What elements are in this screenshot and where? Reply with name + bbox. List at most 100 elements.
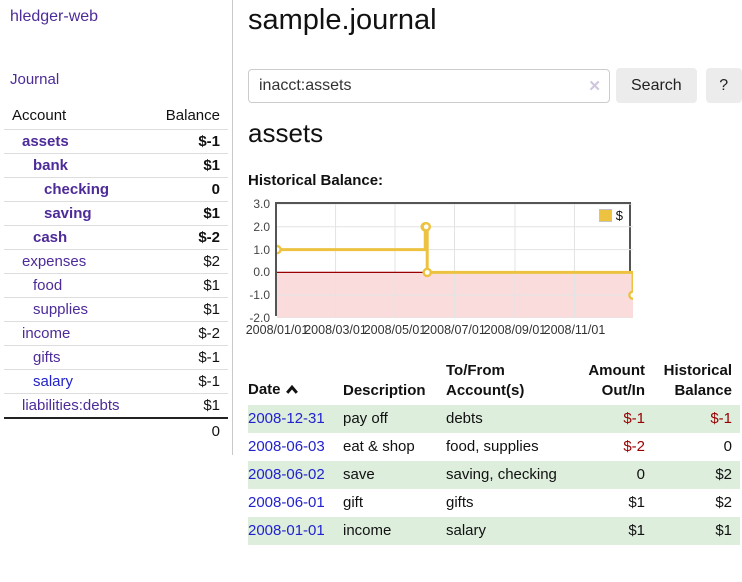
transaction-amount: $1 [628, 522, 645, 539]
col-header-date-label: Date [248, 381, 281, 398]
search-button[interactable]: Search [616, 68, 697, 103]
transaction-date-link[interactable]: 2008-12-31 [248, 410, 325, 427]
transaction-accounts: salary [446, 522, 487, 539]
transaction-row: 2008-01-01 income salary $1 $1 [248, 517, 740, 545]
y-tick-label: 3.0 [253, 197, 270, 211]
y-tick-label: 0.0 [253, 265, 270, 280]
account-balance: $2 [203, 253, 220, 270]
account-row: income $-2 [4, 321, 228, 346]
account-link[interactable]: checking [44, 181, 110, 198]
col-header-date[interactable]: Date [248, 358, 343, 405]
transaction-description: gift [343, 494, 364, 511]
account-row: food $1 [4, 273, 228, 298]
account-link[interactable]: food [33, 277, 63, 294]
account-balance: $1 [203, 301, 220, 318]
accounts-total-row: 0 [4, 418, 228, 443]
transaction-row: 2008-12-31 pay off debts $-1 $-1 [248, 405, 740, 433]
account-balance: $1 [203, 157, 220, 174]
transaction-amount: $-2 [623, 438, 645, 455]
y-tick-label: -2.0 [249, 311, 270, 325]
accounts-table-body: assets $-1 bank $1 checking 0 saving $1 cash $-2 e… [4, 129, 228, 419]
accounts-total-value: 0 [211, 423, 220, 440]
account-link[interactable]: saving [44, 205, 92, 222]
account-balance: 0 [211, 181, 220, 198]
transaction-balance: $2 [715, 466, 732, 483]
sidebar-item-journal[interactable]: Journal [10, 71, 60, 88]
account-row: saving $1 [4, 201, 228, 226]
clear-search-icon[interactable]: ✕ [588, 77, 601, 95]
account-balance: $1 [203, 397, 220, 414]
transaction-balance: 0 [723, 438, 732, 455]
transaction-description: income [343, 522, 392, 539]
chart-label: Historical Balance: [248, 172, 384, 189]
transaction-row: 2008-06-01 gift gifts $1 $2 [248, 489, 740, 517]
chart-x-axis-labels: 2008/01/01 2008/03/01 2008/05/01 2008/07/01… [246, 323, 637, 339]
page-title: sample.journal [248, 4, 437, 36]
transaction-row: 2008-06-03 eat & shop food, supplies $-2 0 [248, 433, 740, 461]
historical-balance-chart: 3.0 2.0 1.0 0.0 -1.0 -2.0 $ 2008/01/01 2008/03… [246, 196, 740, 346]
account-link[interactable]: cash [33, 229, 68, 246]
transaction-accounts: debts [446, 410, 483, 427]
account-row: supplies $1 [4, 297, 228, 322]
accounts-header-row: Account Balance [4, 104, 228, 130]
transaction-description: eat & shop [343, 438, 415, 455]
account-balance: $-1 [198, 349, 220, 366]
legend-swatch-icon [598, 209, 612, 222]
transaction-amount: $1 [628, 494, 645, 511]
account-link[interactable]: assets [22, 133, 69, 150]
sidebar: hledger-web Journal Account Balance asse… [0, 0, 233, 455]
col-header-amount[interactable]: Amount Out/In [588, 362, 645, 399]
account-link[interactable]: bank [33, 157, 69, 174]
transaction-description: pay off [343, 410, 388, 427]
account-balance: $1 [203, 277, 220, 294]
account-link[interactable]: supplies [33, 301, 89, 318]
account-link[interactable]: salary [33, 373, 74, 390]
transactions-table: Date Description To/From Account(s) Amou… [248, 358, 740, 545]
accounts-table: Account Balance assets $-1 bank $1 checking 0… [4, 104, 228, 443]
account-row: liabilities:debts $1 [4, 393, 228, 419]
account-balance: $1 [203, 205, 220, 222]
account-link[interactable]: income [22, 325, 71, 342]
search-bar: ✕ Search ? [248, 68, 742, 103]
account-balance: $-1 [198, 373, 220, 390]
y-tick-label: 1.0 [253, 242, 270, 257]
x-tick-label: 2008/07/01 [423, 323, 486, 337]
transaction-date-link[interactable]: 2008-06-02 [248, 466, 325, 483]
sort-ascending-icon [285, 381, 299, 401]
x-tick-label: 2008/05/01 [363, 323, 427, 337]
account-row: bank $1 [4, 153, 228, 178]
transaction-balance: $-1 [710, 410, 732, 427]
x-tick-label: 2008/11/01 [543, 323, 606, 337]
account-heading: assets [248, 118, 324, 148]
brand-link[interactable]: hledger-web [10, 8, 99, 25]
transaction-row: 2008-06-02 save saving, checking 0 $2 [248, 461, 740, 489]
main-content: sample.journal ✕ Search ? assets Histori… [246, 0, 742, 582]
col-header-balance[interactable]: Historical Balance [663, 362, 732, 399]
accounts-header-account: Account [12, 107, 67, 124]
transaction-date-link[interactable]: 2008-06-01 [248, 494, 325, 511]
x-tick-label: 2008/01/01 [245, 323, 309, 337]
col-header-accounts[interactable]: To/From Account(s) [446, 362, 525, 399]
transaction-balance: $1 [715, 522, 732, 539]
account-link[interactable]: liabilities:debts [22, 397, 120, 414]
account-row: checking 0 [4, 177, 228, 202]
account-link[interactable]: gifts [33, 349, 61, 366]
chart-y-axis-labels: 3.0 2.0 1.0 0.0 -1.0 -2.0 [248, 197, 272, 325]
search-input[interactable] [248, 68, 610, 103]
transaction-date-link[interactable]: 2008-06-03 [248, 438, 325, 455]
account-row: gifts $-1 [4, 345, 228, 370]
transaction-balance: $2 [715, 494, 732, 511]
transaction-description: save [343, 466, 375, 483]
transactions-header-row: Date Description To/From Account(s) Amou… [248, 358, 740, 405]
transactions-table-body: 2008-12-31 pay off debts $-1 $-1 2008-06-03 ea… [248, 405, 740, 545]
transaction-accounts: gifts [446, 494, 474, 511]
help-button[interactable]: ? [705, 68, 742, 103]
account-balance: $-2 [198, 229, 220, 246]
x-tick-label: 2008/09/01 [483, 323, 547, 337]
transaction-date-link[interactable]: 2008-01-01 [248, 522, 325, 539]
col-header-description[interactable]: Description [343, 382, 426, 399]
account-link[interactable]: expenses [22, 253, 87, 270]
transaction-amount: $-1 [623, 410, 645, 427]
chart-svg [277, 204, 633, 318]
transaction-accounts: food, supplies [446, 438, 539, 455]
